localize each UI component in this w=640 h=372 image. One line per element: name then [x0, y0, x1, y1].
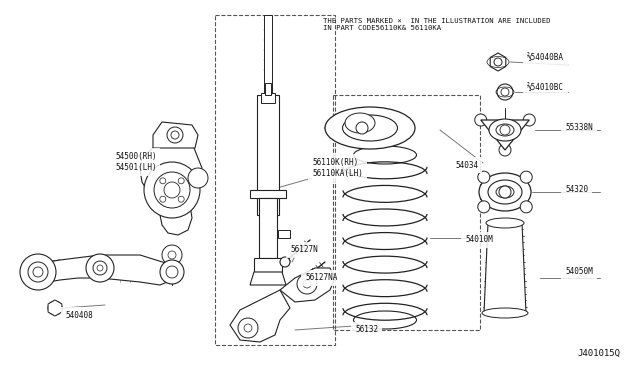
Circle shape: [166, 266, 178, 278]
Circle shape: [303, 280, 311, 288]
Circle shape: [356, 122, 368, 134]
Bar: [265, 83, 271, 95]
Text: THE PARTS MARKED ×  IN THE ILLUSTRATION ARE INCLUDED
IN PART CODE56110K& 56110KA: THE PARTS MARKED × IN THE ILLUSTRATION A…: [323, 18, 550, 31]
Text: 56132: 56132: [355, 326, 378, 334]
Ellipse shape: [496, 124, 514, 136]
Circle shape: [168, 251, 176, 259]
Bar: [261, 93, 275, 103]
Bar: [264, 15, 272, 95]
Circle shape: [297, 274, 317, 294]
Bar: [250, 190, 286, 198]
Bar: [254, 258, 282, 272]
Text: 540408: 540408: [65, 311, 93, 320]
Circle shape: [52, 305, 58, 311]
Text: 56127NA: 56127NA: [305, 273, 337, 282]
Circle shape: [154, 172, 190, 208]
Circle shape: [520, 171, 532, 183]
Circle shape: [295, 277, 305, 287]
Circle shape: [188, 168, 208, 188]
Circle shape: [475, 114, 487, 126]
Text: 56110K(RH)
56110KA(LH): 56110K(RH) 56110KA(LH): [312, 158, 363, 178]
Circle shape: [93, 261, 107, 275]
Text: 55338N: 55338N: [565, 124, 593, 132]
Circle shape: [162, 245, 182, 265]
Polygon shape: [140, 138, 202, 235]
Circle shape: [499, 186, 511, 198]
Polygon shape: [490, 53, 506, 71]
Polygon shape: [48, 300, 62, 316]
Polygon shape: [230, 290, 290, 342]
Bar: [259, 198, 277, 258]
Circle shape: [97, 265, 103, 271]
Circle shape: [494, 58, 502, 66]
Polygon shape: [250, 272, 286, 285]
Ellipse shape: [486, 218, 524, 228]
Polygon shape: [280, 268, 335, 302]
Text: 54010M: 54010M: [465, 235, 493, 244]
Polygon shape: [28, 255, 172, 285]
Circle shape: [500, 125, 510, 135]
Circle shape: [178, 178, 184, 184]
Ellipse shape: [482, 308, 528, 318]
Circle shape: [501, 88, 509, 96]
Text: 54034: 54034: [455, 160, 478, 170]
Circle shape: [478, 171, 490, 183]
Text: 54500(RH)
54501(LH): 54500(RH) 54501(LH): [115, 152, 157, 172]
Ellipse shape: [496, 186, 514, 198]
Text: 54320: 54320: [565, 186, 588, 195]
Ellipse shape: [325, 107, 415, 149]
Circle shape: [160, 196, 166, 202]
Circle shape: [178, 196, 184, 202]
Circle shape: [33, 267, 43, 277]
Polygon shape: [153, 122, 198, 148]
Bar: [278, 230, 290, 238]
Ellipse shape: [488, 180, 522, 204]
Circle shape: [520, 201, 532, 213]
Text: ⅔54040BA: ⅔54040BA: [527, 54, 564, 62]
Circle shape: [171, 131, 179, 139]
Circle shape: [164, 182, 180, 198]
Circle shape: [524, 114, 535, 126]
Text: ⅔54010BC: ⅔54010BC: [527, 83, 564, 93]
Circle shape: [86, 254, 114, 282]
Circle shape: [238, 318, 258, 338]
Polygon shape: [481, 120, 529, 150]
Circle shape: [28, 262, 48, 282]
Circle shape: [280, 257, 290, 267]
Bar: [333, 95, 480, 330]
Circle shape: [144, 162, 200, 218]
Circle shape: [167, 127, 183, 143]
Circle shape: [497, 84, 513, 100]
Circle shape: [160, 178, 166, 184]
Text: 54050M: 54050M: [565, 267, 593, 276]
Bar: [215, 15, 335, 345]
Text: J401015Q: J401015Q: [577, 349, 620, 358]
Ellipse shape: [345, 113, 375, 133]
Ellipse shape: [479, 173, 531, 211]
Text: 56127N: 56127N: [290, 246, 317, 254]
Ellipse shape: [489, 119, 521, 141]
Circle shape: [499, 144, 511, 156]
Circle shape: [244, 324, 252, 332]
Circle shape: [20, 254, 56, 290]
Polygon shape: [484, 223, 526, 313]
Ellipse shape: [342, 115, 397, 141]
Circle shape: [48, 301, 62, 315]
Circle shape: [160, 260, 184, 284]
Circle shape: [478, 201, 490, 213]
Bar: [257, 95, 279, 215]
